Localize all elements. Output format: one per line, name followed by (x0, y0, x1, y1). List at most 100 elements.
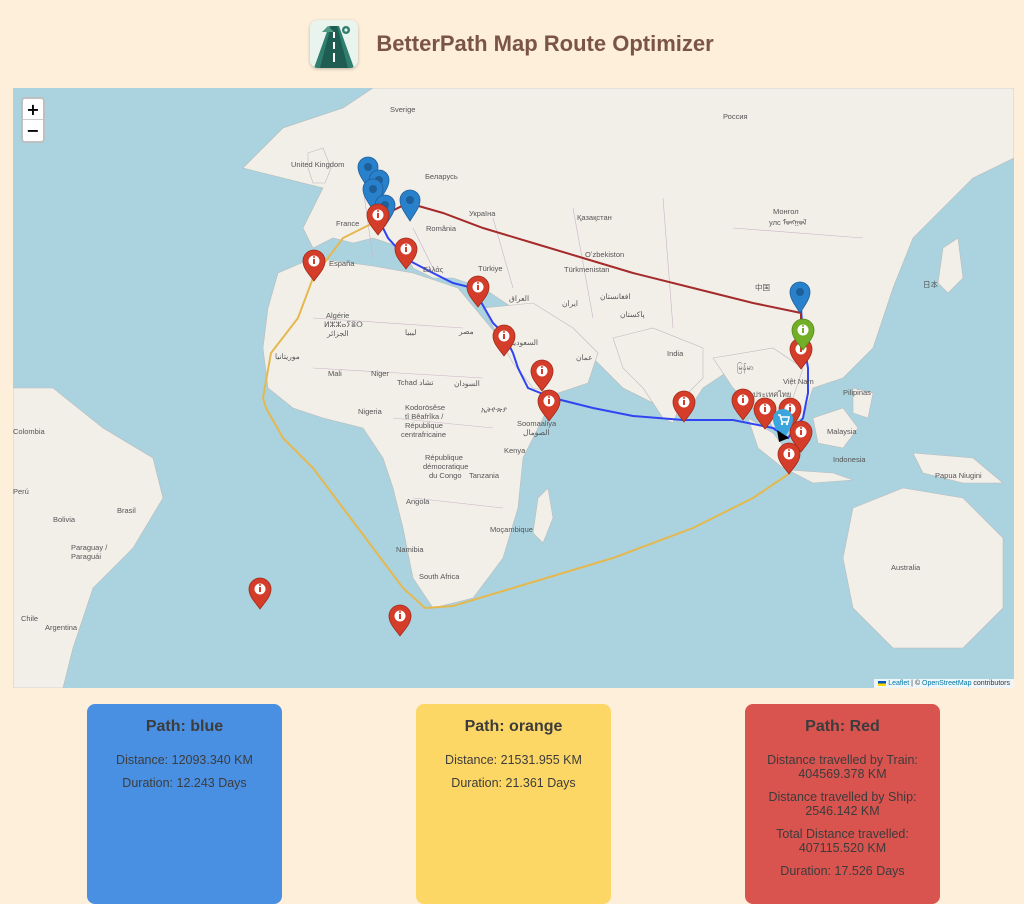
label-ethiopia: ኢትዮጵያ (481, 405, 507, 414)
label-brasil: Brasil (117, 506, 136, 515)
card-title: Path: orange (464, 718, 563, 735)
label-algerie-3: الجزائر (326, 329, 349, 338)
label-ukraina: Україна (469, 209, 496, 218)
label-mauritania: موريتانيا (275, 352, 300, 361)
label-kazakhstan: Қазақстан (577, 213, 612, 222)
label-kenya: Kenya (504, 446, 526, 455)
label-romania: România (426, 224, 457, 233)
label-niger: Niger (371, 369, 389, 378)
label-saudi: السعودية (510, 338, 538, 347)
label-sverige: Sverige (390, 105, 415, 114)
label-myanmar: မြန်မာ (737, 363, 754, 373)
label-iran: ایران (562, 299, 578, 308)
ukraine-flag-icon (878, 680, 887, 686)
path-cards: Path: blue Distance: 12093.340 KM Durati… (0, 704, 1024, 904)
label-turkmenistan: Türkmenistan (564, 265, 609, 274)
label-somalia-2: الصومال (523, 428, 550, 437)
label-mali: Mali (328, 369, 342, 378)
label-argentina: Argentina (45, 623, 78, 632)
path-card-blue: Path: blue Distance: 12093.340 KM Durati… (87, 704, 282, 904)
label-papua: Papua Niugini (935, 471, 982, 480)
label-uzbekistan: Oʻzbekiston (585, 250, 624, 259)
arrow-marker-icon (777, 430, 789, 442)
zoom-control: + − (21, 97, 45, 143)
card-title: Path: Red (805, 718, 880, 735)
label-turkiye: Türkiye (478, 264, 503, 273)
label-tanzania: Tanzania (469, 471, 500, 480)
card-ship-distance: Distance travelled by Ship: 2546.142 KM (768, 790, 917, 818)
info-marker-icon[interactable] (388, 604, 412, 637)
label-ellada: Ελλάς (423, 265, 444, 274)
label-paraguay-2: Paraguái (71, 552, 101, 561)
label-indonesia: Indonesia (833, 455, 866, 464)
label-kodorosese-3: République (405, 421, 443, 430)
label-kodorosese: Kodorösêse (405, 403, 445, 412)
label-pakistan: پاکستان (620, 310, 645, 319)
label-iraq: العراق (509, 294, 529, 303)
path-card-orange: Path: orange Distance: 21531.955 KM Dura… (416, 704, 611, 904)
leaflet-link[interactable]: Leaflet (888, 680, 910, 687)
label-belarus: Беларусь (425, 172, 458, 181)
label-namibia: Namibia (396, 545, 424, 554)
label-bolivia: Bolivia (53, 515, 76, 524)
zoom-in-button[interactable]: + (23, 99, 43, 120)
markers-layer[interactable] (248, 156, 815, 637)
label-paraguay: Paraguay / (71, 543, 108, 552)
label-afghanistan: افغانستان (600, 292, 630, 301)
info-marker-icon[interactable] (731, 388, 755, 421)
label-china: 中国 (755, 282, 770, 292)
label-malaysia: Malaysia (827, 427, 857, 436)
info-marker-icon[interactable] (248, 577, 272, 610)
label-oman: عمان (576, 353, 593, 362)
label-thailand: ประเทศไทย (753, 390, 791, 399)
label-libya: ليبيا (405, 328, 416, 337)
label-chile: Chile (21, 614, 38, 623)
card-total-distance: Total Distance travelled: 407115.520 KM (776, 827, 909, 855)
attribution-separator: | © (909, 680, 923, 687)
label-misr: مصر (458, 327, 474, 336)
page-header: BetterPath Map Route Optimizer (0, 0, 1024, 88)
label-france: France (336, 219, 359, 228)
route-map[interactable]: Sverige Россия United Kingdom Беларусь У… (13, 88, 1014, 688)
card-train-distance: Distance travelled by Train: 404569.378 … (767, 753, 918, 781)
label-sudan: السودان (454, 379, 480, 388)
card-distance: Distance: 12093.340 KM (116, 753, 253, 767)
border-layer (312, 187, 864, 509)
label-united-kingdom: United Kingdom (291, 160, 344, 169)
zoom-out-button[interactable]: − (26, 121, 40, 140)
map-canvas[interactable]: Sverige Россия United Kingdom Беларусь У… (13, 88, 1014, 688)
label-mocambique: Moçambique (490, 525, 533, 534)
label-india: India (667, 349, 684, 358)
label-vietnam: Việt Nam (783, 377, 814, 386)
path-card-red: Path: Red Distance travelled by Train: 4… (745, 704, 940, 904)
label-kodorosese-4: centrafricaine (401, 430, 446, 439)
label-espana: España (329, 259, 355, 268)
map-attribution: Leaflet | © OpenStreetMap contributors (874, 679, 1014, 688)
label-colombia: Colombia (13, 427, 46, 436)
route-orange (261, 219, 791, 610)
label-algerie-2: ⵍⵣⵣⴰⵢⴻⵔ (324, 320, 363, 329)
info-marker-icon[interactable] (672, 390, 696, 423)
label-rossiya: Россия (723, 112, 748, 121)
label-rdc-3: du Congo (429, 471, 462, 480)
card-duration: Duration: 17.526 Days (780, 864, 905, 878)
card-title: Path: blue (145, 718, 224, 735)
page-title: BetterPath Map Route Optimizer (376, 31, 714, 56)
label-tchad: Tchad تشاد (397, 378, 434, 387)
label-rdc: République (425, 453, 463, 462)
route-red (377, 201, 802, 338)
label-pilipinas: Pilipinas (843, 388, 871, 397)
info-marker-icon[interactable] (777, 442, 801, 475)
label-japan: 日本 (923, 279, 938, 289)
label-rdc-2: démocratique (423, 462, 468, 471)
label-angola: Angola (406, 497, 430, 506)
label-mongolia-2: улс ᠮᠣᠩᠭᠣᠯ (769, 217, 807, 227)
card-duration: Duration: 21.361 Days (451, 776, 576, 790)
label-kodorosese-2: tî Bêafrîka / (405, 412, 444, 421)
label-south-africa: South Africa (419, 572, 460, 581)
label-somalia: Soomaaliya (517, 419, 557, 428)
osm-link[interactable]: OpenStreetMap (922, 680, 972, 687)
label-australia: Australia (891, 563, 921, 572)
attribution-suffix: contributors (971, 680, 1010, 687)
app-logo (310, 20, 359, 68)
